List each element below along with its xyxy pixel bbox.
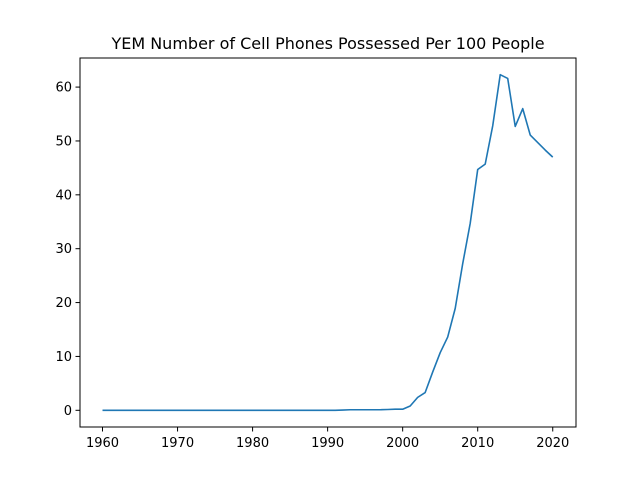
x-axis: 1960 1970 1980 1990 2000 2010 2020 bbox=[86, 427, 569, 451]
y-tick-label: 20 bbox=[55, 296, 72, 311]
x-tick-label: 2010 bbox=[461, 436, 494, 451]
plot-area bbox=[102, 73, 554, 412]
chart-title: YEM Number of Cell Phones Possessed Per … bbox=[110, 34, 544, 53]
y-tick-label: 30 bbox=[55, 242, 72, 257]
x-tick-label: 1960 bbox=[86, 436, 119, 451]
y-tick-label: 10 bbox=[55, 350, 72, 365]
x-tick-label: 2000 bbox=[386, 436, 419, 451]
x-tick-label: 1980 bbox=[236, 436, 269, 451]
x-tick-label: 1970 bbox=[161, 436, 194, 451]
y-tick-label: 0 bbox=[64, 404, 72, 419]
axes-frame bbox=[79, 57, 577, 428]
y-axis: 0 10 20 30 40 50 60 bbox=[55, 81, 80, 419]
y-tick-label: 40 bbox=[55, 188, 72, 203]
x-tick-label: 2020 bbox=[536, 436, 569, 451]
y-tick-label: 50 bbox=[55, 134, 72, 149]
y-tick-label: 60 bbox=[55, 81, 72, 96]
x-tick-label: 1990 bbox=[311, 436, 344, 451]
series-line-0 bbox=[102, 73, 554, 412]
